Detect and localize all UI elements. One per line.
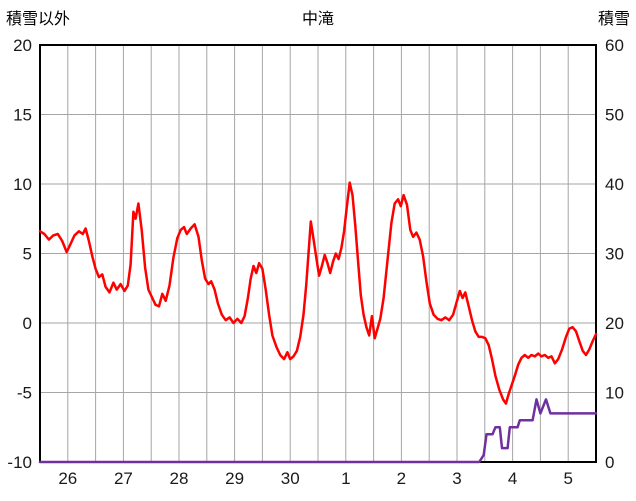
- left-tick-label: 5: [23, 245, 32, 264]
- left-tick-label: 10: [13, 175, 32, 194]
- x-tick-label: 4: [508, 469, 517, 488]
- left-tick-label: 15: [13, 106, 32, 125]
- left-tick-label: 20: [13, 36, 32, 55]
- right-tick-label: 10: [605, 384, 624, 403]
- right-tick-label: 30: [605, 245, 624, 264]
- series-line-0: [38, 181, 598, 405]
- right-axis-title: 積雪: [597, 11, 630, 28]
- chart-title: 中滝: [301, 11, 334, 28]
- left-axis-title: 積雪以外: [6, 11, 71, 28]
- right-tick-label: 20: [605, 314, 624, 333]
- right-tick-label: 0: [605, 453, 614, 472]
- x-tick-label: 29: [225, 469, 244, 488]
- x-tick-label: 30: [281, 469, 300, 488]
- left-tick-label: 0: [23, 314, 32, 333]
- x-tick-label: 2: [397, 469, 406, 488]
- right-tick-label: 60: [605, 36, 624, 55]
- left-tick-label: -5: [17, 384, 32, 403]
- right-tick-label: 50: [605, 106, 624, 125]
- x-tick-label: 26: [58, 469, 77, 488]
- x-tick-label: 3: [452, 469, 461, 488]
- left-tick-label: -10: [7, 453, 32, 472]
- x-tick-label: 27: [114, 469, 133, 488]
- x-tick-label: 5: [563, 469, 572, 488]
- series-line-1: [38, 398, 598, 464]
- right-tick-label: 40: [605, 175, 624, 194]
- x-tick-label: 1: [341, 469, 350, 488]
- x-tick-label: 28: [170, 469, 189, 488]
